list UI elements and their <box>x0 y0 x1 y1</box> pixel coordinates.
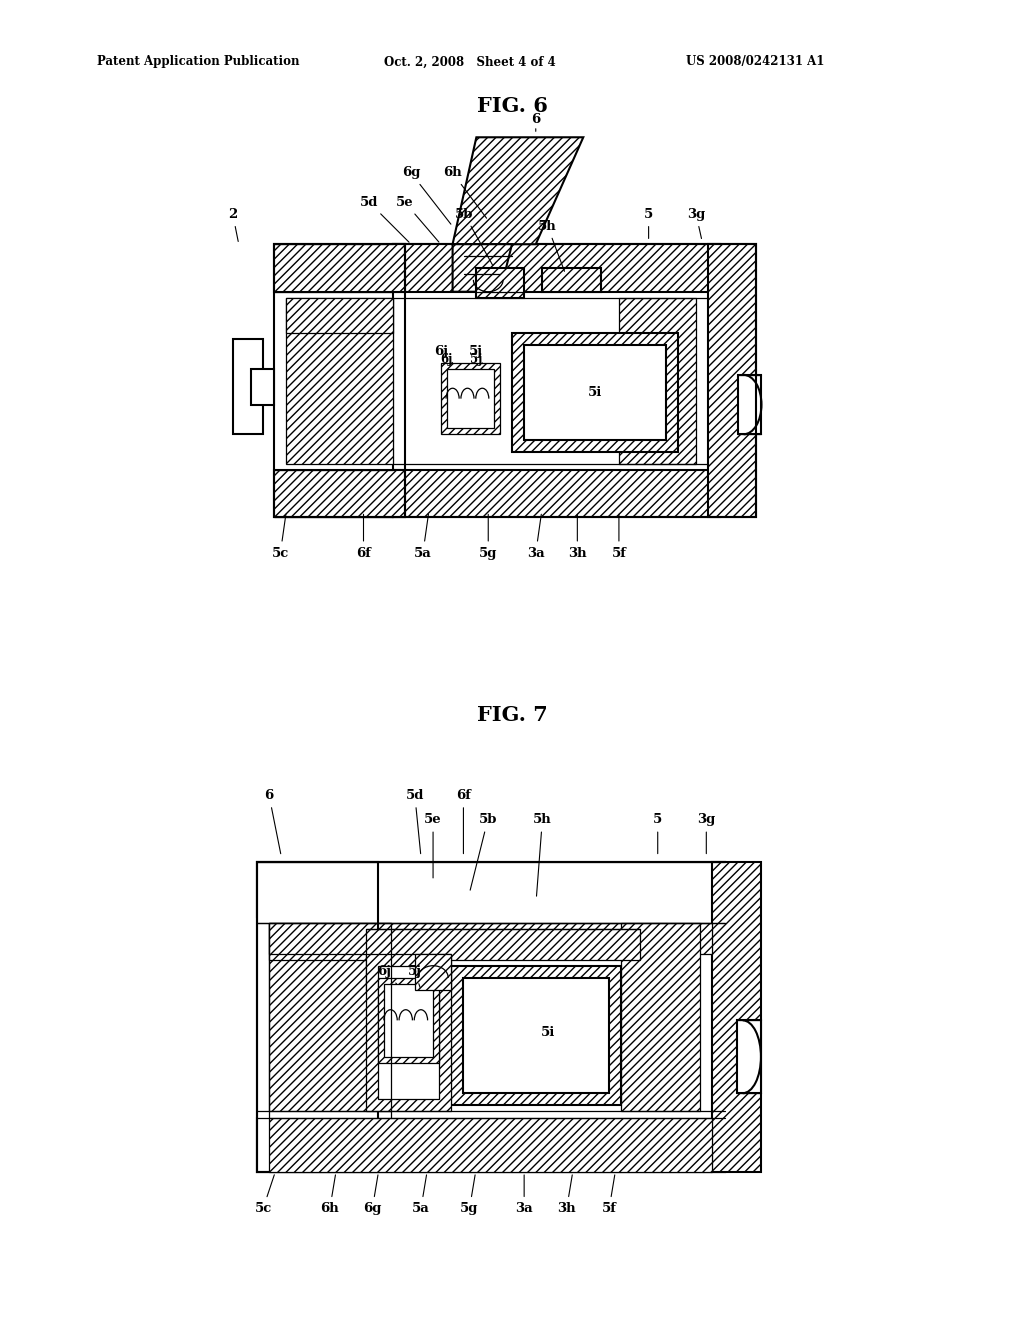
Polygon shape <box>453 137 584 244</box>
Text: 5i: 5i <box>542 1026 556 1039</box>
Bar <box>287 297 393 465</box>
Bar <box>618 297 696 465</box>
Bar <box>257 862 725 1172</box>
Bar <box>440 363 500 434</box>
Text: 5a: 5a <box>412 1175 430 1216</box>
Bar <box>393 470 720 517</box>
Polygon shape <box>367 953 452 1111</box>
Text: 5d: 5d <box>360 197 409 243</box>
Polygon shape <box>476 268 524 297</box>
Bar <box>379 978 439 1063</box>
Text: 5f: 5f <box>602 1175 616 1216</box>
Bar <box>274 244 406 292</box>
Bar <box>367 929 640 960</box>
Bar <box>269 923 713 953</box>
Bar <box>232 339 262 434</box>
Text: 5a: 5a <box>414 515 432 560</box>
Text: 5e: 5e <box>396 197 439 242</box>
Text: 6j: 6j <box>378 965 396 983</box>
Polygon shape <box>415 953 452 990</box>
Text: 6g: 6g <box>401 166 451 224</box>
Text: 5i: 5i <box>588 387 602 399</box>
Bar <box>737 375 762 434</box>
Text: Patent Application Publication: Patent Application Publication <box>97 55 300 69</box>
Bar <box>384 983 433 1057</box>
Bar <box>622 923 700 1111</box>
Text: 5e: 5e <box>424 813 442 878</box>
Bar <box>269 923 390 960</box>
Text: 5c: 5c <box>271 515 289 560</box>
Bar <box>393 244 720 292</box>
Bar <box>452 966 622 1105</box>
Text: 5j: 5j <box>470 352 482 366</box>
Text: FIG. 6: FIG. 6 <box>476 95 548 116</box>
Text: 6f: 6f <box>456 789 471 854</box>
Text: 5d: 5d <box>406 789 424 854</box>
Text: 5c: 5c <box>254 1175 274 1216</box>
Text: 3g: 3g <box>697 813 716 854</box>
Bar <box>269 923 390 1111</box>
Bar <box>274 470 406 517</box>
Polygon shape <box>542 268 601 292</box>
Bar <box>379 966 439 1100</box>
Text: 3h: 3h <box>557 1175 575 1216</box>
Text: 5h: 5h <box>532 813 552 896</box>
Text: 5j: 5j <box>469 345 483 363</box>
Text: 6: 6 <box>264 789 281 854</box>
Bar <box>736 1020 761 1093</box>
Text: FIG. 7: FIG. 7 <box>476 705 548 725</box>
Text: 5b: 5b <box>456 209 493 265</box>
Text: 5h: 5h <box>539 220 564 272</box>
Text: 5g: 5g <box>461 1175 478 1216</box>
Text: 5: 5 <box>644 209 653 239</box>
Bar <box>713 862 761 1172</box>
Text: 5b: 5b <box>470 813 497 890</box>
Text: 6g: 6g <box>364 1175 382 1216</box>
Bar <box>287 297 393 333</box>
Bar <box>708 244 756 517</box>
Bar <box>512 333 678 451</box>
Bar <box>257 862 725 917</box>
Text: 6j: 6j <box>440 352 453 366</box>
Text: 6: 6 <box>531 114 541 131</box>
Bar <box>257 1118 725 1172</box>
Bar <box>274 244 406 517</box>
Text: US 2008/0242131 A1: US 2008/0242131 A1 <box>686 55 824 69</box>
Bar <box>524 346 667 441</box>
Text: 3h: 3h <box>568 515 587 560</box>
Bar <box>464 978 609 1093</box>
Bar <box>251 368 274 404</box>
Polygon shape <box>453 244 512 292</box>
Text: 5j: 5j <box>408 965 422 987</box>
Text: 6j: 6j <box>434 345 453 363</box>
Text: 3g: 3g <box>687 209 706 239</box>
Text: 3a: 3a <box>527 515 545 560</box>
Bar <box>393 244 756 517</box>
Text: 6h: 6h <box>443 166 486 218</box>
Text: 5g: 5g <box>479 515 498 560</box>
Text: 5: 5 <box>653 813 663 854</box>
Text: 3a: 3a <box>515 1175 532 1216</box>
Text: 6h: 6h <box>321 1175 339 1216</box>
Polygon shape <box>367 960 402 990</box>
Text: 5f: 5f <box>611 515 627 560</box>
Text: 6f: 6f <box>356 515 371 560</box>
Bar <box>446 368 495 428</box>
Bar <box>257 862 379 1172</box>
Bar <box>269 1118 713 1172</box>
Text: 2: 2 <box>228 209 239 242</box>
Text: Oct. 2, 2008   Sheet 4 of 4: Oct. 2, 2008 Sheet 4 of 4 <box>384 55 556 69</box>
